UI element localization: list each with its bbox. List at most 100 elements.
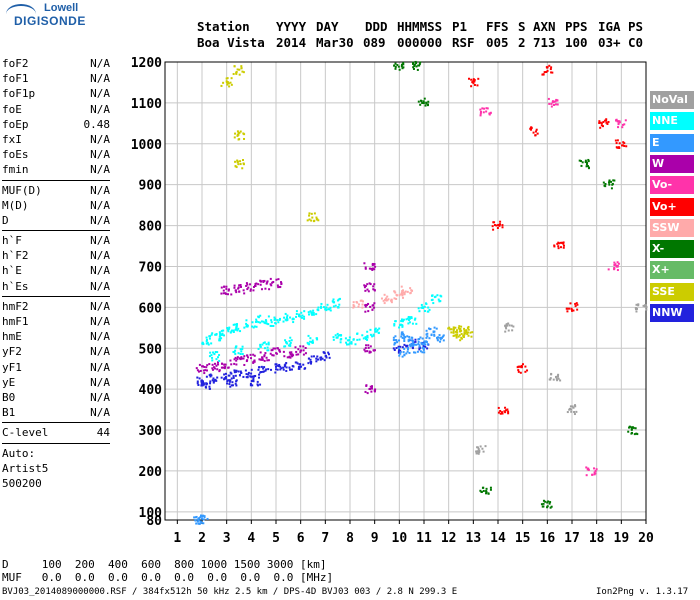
data-point-nne — [301, 314, 304, 317]
data-point-vo — [593, 467, 596, 470]
data-point-ssw — [393, 297, 396, 300]
data-point-nnw — [229, 379, 232, 382]
data-point-nnw — [226, 382, 229, 385]
data-point-nnw — [205, 382, 208, 385]
data-point-ssw — [352, 301, 355, 304]
data-point-nnw — [252, 380, 255, 383]
header-label: FFS — [486, 19, 509, 34]
data-point-w — [216, 361, 219, 364]
data-point-nne — [262, 341, 265, 344]
x-tick-label: 9 — [371, 531, 379, 546]
data-point-noval — [478, 451, 481, 454]
data-point-w — [220, 286, 223, 289]
data-point-w — [252, 361, 255, 364]
data-point-nnw — [319, 356, 322, 359]
data-point-vo — [587, 467, 590, 470]
data-point-w — [234, 289, 237, 292]
data-point-w — [235, 291, 238, 294]
param-name: Auto: — [2, 446, 36, 460]
data-point-nnw — [280, 367, 283, 370]
data-point-x — [602, 181, 605, 184]
data-point-nne — [421, 307, 424, 310]
data-point-nne — [312, 313, 315, 316]
param-value: N/A — [90, 102, 110, 116]
data-point-sse — [449, 328, 452, 331]
data-point-sse — [469, 331, 472, 334]
data-point-e — [416, 350, 419, 353]
data-point-nne — [366, 338, 369, 341]
data-point-noval — [505, 324, 508, 327]
data-point-nne — [338, 334, 341, 337]
data-point-nnw — [230, 384, 233, 387]
param-name: yF2 — [2, 345, 22, 359]
header-value: 100 — [565, 35, 588, 50]
data-point-w — [294, 346, 297, 349]
param-name: h`E — [2, 264, 22, 278]
data-point-nnw — [212, 381, 215, 384]
data-point-w — [370, 390, 373, 393]
data-point-nnw — [289, 368, 292, 371]
data-point-nnw — [224, 372, 227, 375]
data-point-nnw — [211, 379, 214, 382]
data-point-nne — [264, 347, 267, 350]
data-point-nne — [206, 341, 209, 344]
data-point-w — [265, 282, 268, 285]
data-point-w — [243, 355, 246, 358]
data-point-w — [277, 286, 280, 289]
x-tick-label: 19 — [614, 531, 630, 546]
data-point-w — [366, 283, 369, 286]
data-point-nne — [259, 343, 262, 346]
data-point-nne — [289, 336, 292, 339]
data-point-noval — [475, 452, 478, 455]
data-point-nne — [272, 324, 275, 327]
data-point-e — [400, 331, 403, 334]
data-point-vo — [607, 120, 610, 123]
data-point-nnw — [250, 375, 253, 378]
data-point-x — [585, 165, 588, 168]
data-point-noval — [552, 378, 555, 381]
data-point-nne — [265, 343, 268, 346]
data-point-nne — [276, 319, 279, 322]
data-point-sse — [308, 214, 311, 217]
param-row: M(D) N/A — [2, 198, 110, 213]
data-point-noval — [479, 445, 482, 448]
data-point-nnw — [239, 370, 242, 373]
data-point-noval — [511, 329, 514, 332]
data-point-nne — [235, 325, 238, 328]
data-point-e — [422, 347, 425, 350]
data-point-nnw — [317, 358, 320, 361]
data-point-nnw — [302, 363, 305, 366]
data-point-x — [546, 505, 549, 508]
data-point-vo — [552, 100, 555, 103]
data-point-x — [427, 100, 430, 103]
data-point-nnw — [232, 376, 235, 379]
param-row: Auto: — [2, 446, 110, 461]
data-point-nne — [257, 347, 260, 350]
data-point-w — [201, 365, 204, 368]
data-point-w — [204, 369, 207, 372]
data-point-sse — [234, 160, 237, 163]
data-point-vo — [562, 241, 565, 244]
data-point-nnw — [216, 376, 219, 379]
data-point-nnw — [201, 380, 204, 383]
y-tick-label: 700 — [139, 260, 163, 275]
data-point-vo — [614, 263, 617, 266]
data-point-sse — [311, 216, 314, 219]
data-point-sse — [243, 137, 246, 140]
data-point-e — [412, 345, 415, 348]
data-point-w — [261, 356, 264, 359]
data-point-w — [196, 369, 199, 372]
data-point-vo — [470, 78, 473, 81]
data-point-vo — [598, 122, 601, 125]
data-point-sse — [236, 161, 239, 164]
x-tick-label: 1 — [173, 531, 181, 546]
data-point-x — [423, 97, 426, 100]
data-point-vo — [498, 223, 501, 226]
data-point-nne — [431, 298, 434, 301]
data-point-w — [304, 346, 307, 349]
data-point-w — [215, 364, 218, 367]
data-point-vo — [548, 102, 551, 105]
data-point-w — [372, 288, 375, 291]
data-point-nne — [218, 335, 221, 338]
data-point-w — [224, 363, 227, 366]
